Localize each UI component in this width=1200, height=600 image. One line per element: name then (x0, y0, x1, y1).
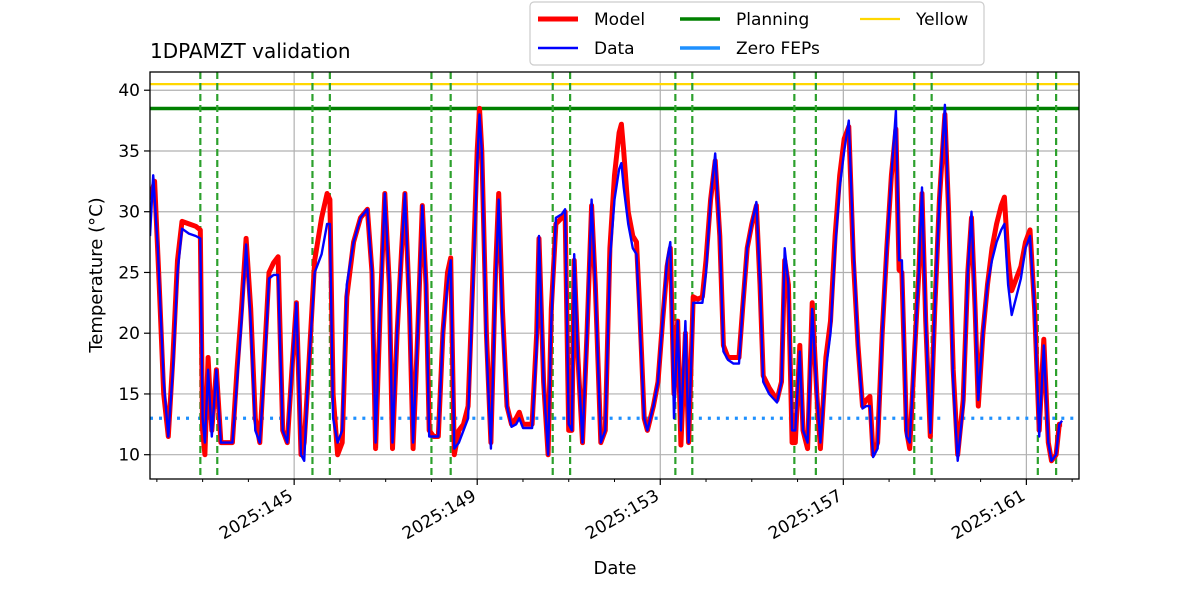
y-tick-label: 40 (118, 81, 140, 101)
y-tick-label: 15 (118, 385, 140, 405)
legend-label-data: Data (594, 39, 635, 59)
data-series-line (150, 103, 1064, 462)
y-tick-label: 25 (118, 263, 140, 283)
legend-label-model: Model (594, 10, 645, 30)
series-group (150, 103, 1064, 464)
y-tick-label: 10 (118, 446, 140, 466)
legend-box (529, 1, 985, 66)
y-tick-label: 20 (118, 324, 140, 344)
y-tick-label: 30 (118, 203, 140, 223)
legend-label-planning: Planning (736, 10, 809, 30)
y-tick-label: 35 (118, 142, 140, 162)
x-axis-label: Date (593, 558, 636, 579)
legend-label-zero_feps: Zero FEPs (736, 39, 820, 59)
chart-title: 1DPAMZT validation (150, 39, 351, 63)
legend-label-yellow: Yellow (915, 10, 968, 30)
legend: Model Data Planning Zero FEPs Yellow (529, 1, 985, 66)
y-axis-label: Temperature (°C) (86, 197, 107, 353)
